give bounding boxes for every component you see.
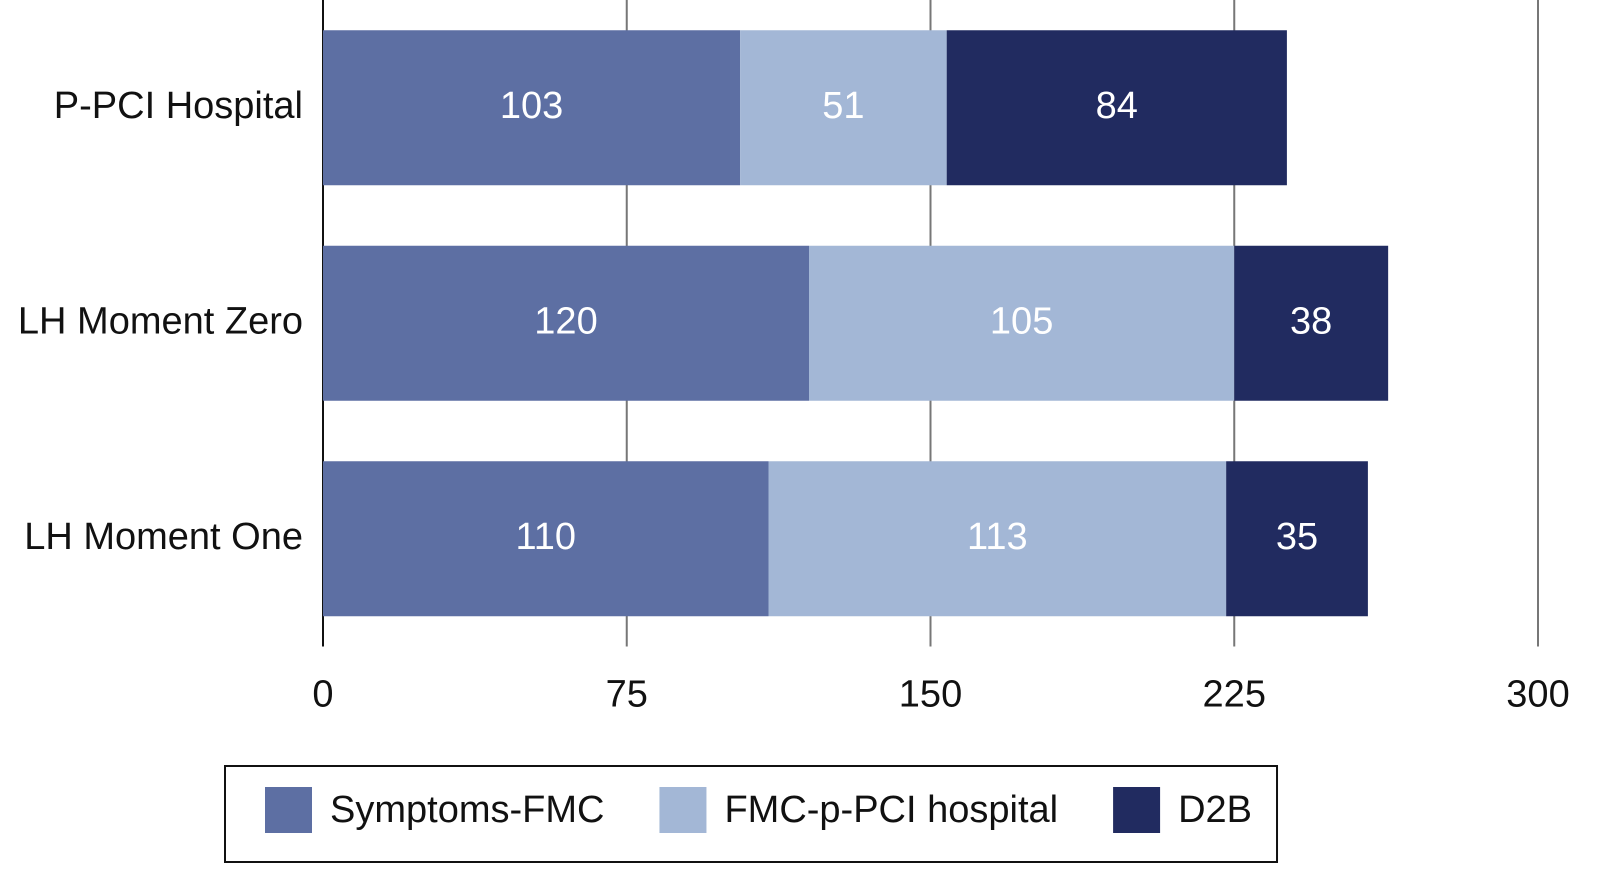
x-tick-label: 75 (606, 674, 648, 716)
y-tick-label: LH Moment Zero (18, 300, 303, 342)
y-tick-label: LH Moment One (24, 516, 303, 558)
bar-segment (768, 461, 1227, 617)
data-label: 105 (990, 300, 1053, 342)
bar-segment (740, 30, 947, 186)
bar-segment (1234, 245, 1389, 401)
legend-label: Symptoms-FMC (330, 789, 604, 831)
data-label: 35 (1276, 516, 1318, 558)
legend-label: D2B (1178, 789, 1252, 831)
legend-label: FMC-p-PCI hospital (724, 789, 1058, 831)
legend-swatch (1113, 787, 1161, 833)
data-label: 38 (1290, 300, 1332, 342)
legend-swatch (265, 787, 312, 833)
x-tick-label: 150 (899, 674, 962, 716)
data-label: 110 (515, 516, 576, 558)
bar-segment (323, 245, 809, 401)
data-label: 51 (822, 85, 864, 127)
bar-segment (946, 30, 1287, 186)
data-label: 84 (1096, 85, 1138, 127)
bar-segment (1226, 461, 1368, 617)
bar-segment (809, 245, 1235, 401)
legend-box (224, 765, 1279, 863)
legend-swatch (659, 787, 707, 833)
data-label: 113 (967, 516, 1028, 558)
y-tick-label: P-PCI Hospital (54, 85, 303, 127)
x-tick-label: 300 (1506, 674, 1569, 716)
bar-segment (323, 30, 741, 186)
x-tick-label: 225 (1203, 674, 1266, 716)
x-tick-label: 0 (312, 674, 333, 716)
bar-segment (323, 461, 769, 617)
data-label: 120 (534, 300, 597, 342)
data-label: 103 (500, 85, 563, 127)
